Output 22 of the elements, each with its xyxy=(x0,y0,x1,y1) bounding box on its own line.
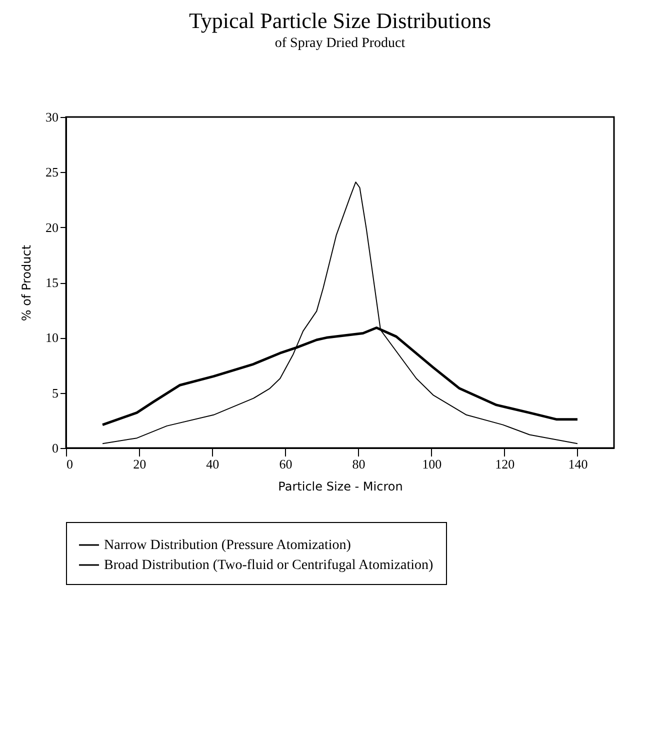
line-series xyxy=(102,182,578,444)
x-tick-label: 120 xyxy=(495,456,515,472)
x-tick-label: 80 xyxy=(352,456,366,472)
chart-subtitle: of Spray Dried Product xyxy=(274,36,406,51)
y-tick-label: 0 xyxy=(52,440,58,456)
x-tick-label: 40 xyxy=(206,456,220,472)
x-tick-label: 100 xyxy=(422,456,442,472)
x-tick-label: 60 xyxy=(279,456,292,472)
x-tick-label: 0 xyxy=(66,456,73,472)
y-tick-label: 5 xyxy=(52,385,58,400)
y-tick-label: 10 xyxy=(46,330,58,346)
legend-label: Narrow Distribution (Pressure Atomization) xyxy=(104,538,352,553)
y-tick-label: 25 xyxy=(46,164,58,180)
x-tick-label: 20 xyxy=(133,456,146,472)
y-tick-label: 30 xyxy=(46,110,58,124)
x-tick-label: 140 xyxy=(568,456,588,472)
y-axis-title: % of Product xyxy=(20,244,34,322)
chart-title: Typical Particle Size Distributions xyxy=(188,8,492,33)
legend-label: Broad Distribution (Two-fluid or Centrifugal Atomization) xyxy=(104,558,434,573)
y-tick-label: 20 xyxy=(46,220,58,235)
y-tick-label: 15 xyxy=(46,275,58,290)
x-axis-title: Particle Size - Micron xyxy=(278,480,403,494)
